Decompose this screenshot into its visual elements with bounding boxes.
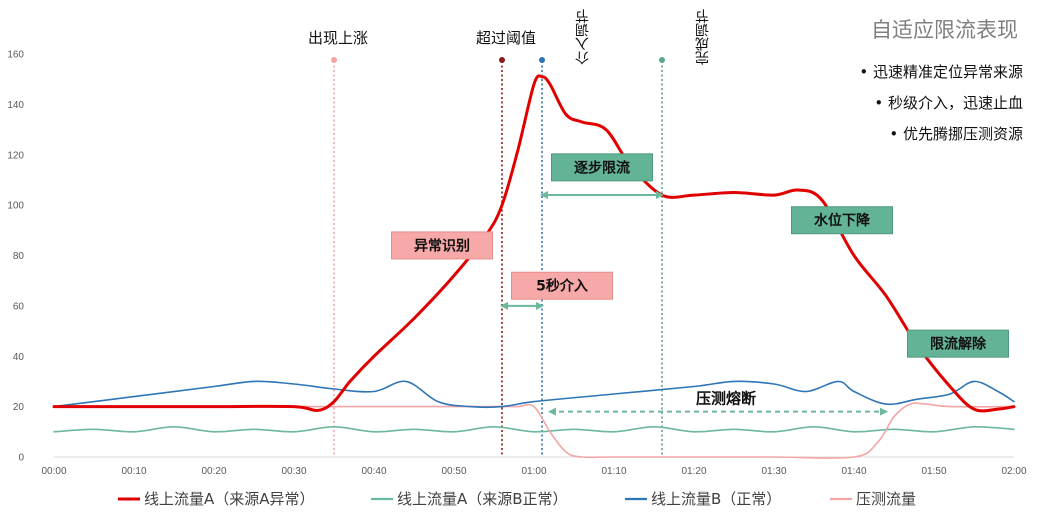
bullet-item: • 秒级介入，迅速止血 xyxy=(874,94,1023,112)
y-tick-label: 140 xyxy=(7,100,24,111)
marker-dot xyxy=(331,57,337,63)
annotation-box-bg xyxy=(791,206,893,235)
x-tick-label: 00:20 xyxy=(201,466,226,477)
y-tick-label: 20 xyxy=(13,402,25,413)
bullet-list: • 迅速精准定位异常来源 • 秒级介入，迅速止血 • 优先腾挪压测资源 xyxy=(859,63,1023,143)
marker-label: 完成调节 xyxy=(695,9,711,65)
annotation-label: 异常识别 xyxy=(414,237,470,254)
annotation-label: 水位下降 xyxy=(814,212,871,229)
x-tick-label: 00:00 xyxy=(41,466,66,477)
legend-label: 压测流量 xyxy=(856,490,916,508)
annotation-box-bg xyxy=(907,329,1009,358)
y-tick-label: 120 xyxy=(7,150,24,161)
annotation-box: 异常识别 xyxy=(391,231,493,260)
axes: 0 20 40 60 80 100 120 140 160 00:00 00:10 00:20 00:3… xyxy=(7,50,1027,478)
bullet-item: • 迅速精准定位异常来源 xyxy=(859,63,1023,81)
annotation-box: 逐步限流 xyxy=(551,153,653,182)
legend-item: 线上流量B（正常） xyxy=(625,490,781,508)
marker-dot xyxy=(499,57,505,63)
x-tick-label: 01:50 xyxy=(921,466,946,477)
x-tick-label: 01:30 xyxy=(761,466,786,477)
x-tick-label: 01:00 xyxy=(521,466,546,477)
x-tick-label: 00:10 xyxy=(121,466,146,477)
x-tick-label: 02:00 xyxy=(1001,466,1026,477)
legend-item: 线上流量A（来源B正常） xyxy=(371,490,568,508)
legend-label: 线上流量B（正常） xyxy=(651,490,781,508)
legend-item: 压测流量 xyxy=(830,490,916,508)
series-line xyxy=(53,402,1015,459)
annotation-box-bg xyxy=(511,271,613,300)
y-tick-label: 0 xyxy=(18,453,24,464)
plot-series xyxy=(52,74,1016,459)
y-tick-label: 40 xyxy=(13,352,25,363)
chart-title: 自适应限流表现 xyxy=(871,18,1018,42)
x-tick-label: 01:20 xyxy=(681,466,706,477)
arrow-label: 压测熔断 xyxy=(696,390,756,408)
marker-label: 介入调节 xyxy=(575,9,591,65)
legend-label: 线上流量A（来源A异常） xyxy=(144,490,315,508)
annotation-label: 5秒介入 xyxy=(536,278,588,295)
marker-dot xyxy=(539,57,545,63)
annotation-box-bg xyxy=(551,153,653,182)
y-tick-label: 100 xyxy=(7,201,24,212)
annotation-box-bg xyxy=(391,231,493,260)
annotation-label: 限流解除 xyxy=(930,336,987,353)
x-tick-label: 00:30 xyxy=(281,466,306,477)
series-line xyxy=(52,74,1016,413)
series-line xyxy=(53,380,1015,409)
annotation-box: 5秒介入 xyxy=(511,271,613,300)
x-tick-label: 00:50 xyxy=(441,466,466,477)
marker-dot xyxy=(659,57,665,63)
series-line xyxy=(53,425,1015,433)
y-tick-label: 160 xyxy=(7,50,24,61)
annotation-box: 限流解除 xyxy=(907,329,1009,358)
y-tick-label: 80 xyxy=(13,251,25,262)
marker-label: 超过阈值 xyxy=(476,29,536,47)
x-tick-label: 01:10 xyxy=(601,466,626,477)
legend-label: 线上流量A（来源B正常） xyxy=(397,490,568,508)
y-tick-label: 60 xyxy=(13,301,25,312)
marker-lines: 出现上涨 超过阈值 介入调节 完成调节 xyxy=(308,9,711,457)
x-tick-label: 00:40 xyxy=(361,466,386,477)
annotation-label: 逐步限流 xyxy=(574,159,630,176)
legend-item: 线上流量A（来源A异常） xyxy=(118,490,315,508)
bullet-item: • 优先腾挪压测资源 xyxy=(889,125,1023,143)
annotation-box: 水位下降 xyxy=(791,206,893,235)
x-tick-label: 01:40 xyxy=(841,466,866,477)
marker-label: 出现上涨 xyxy=(308,29,368,47)
legend: 线上流量A（来源A异常） 线上流量A（来源B正常） 线上流量B（正常） 压测流量 xyxy=(118,490,916,508)
